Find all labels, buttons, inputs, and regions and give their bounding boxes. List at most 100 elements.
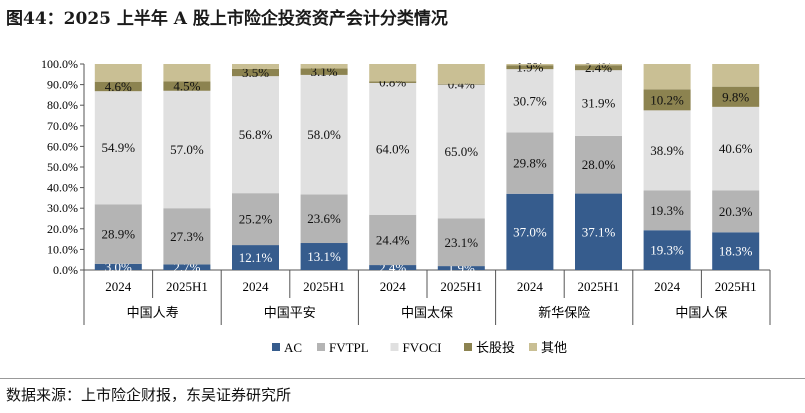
- legend-swatch: [317, 343, 325, 351]
- bar-segment-FVTPL: [575, 135, 622, 194]
- data-label: 10.2%: [650, 92, 684, 107]
- bar-segment-长股投: [575, 65, 622, 71]
- bar-segment-其他: [300, 64, 348, 69]
- data-label: 64.0%: [376, 141, 410, 156]
- bar-segment-FVOCI: [506, 69, 554, 133]
- bar-segment-FVOCI: [163, 90, 211, 209]
- bar-segment-FVOCI: [437, 84, 485, 219]
- data-label: 27.3%: [170, 229, 204, 244]
- group-label: 中国人保: [675, 305, 727, 320]
- data-label: 19.3%: [650, 243, 684, 258]
- y-tick-label: 90.0%: [47, 78, 78, 92]
- x-tick-label: 2025H1: [166, 279, 208, 294]
- x-tick-label: 2025H1: [440, 279, 482, 294]
- x-tick-label: 2025H1: [715, 279, 757, 294]
- bar-segment-FVOCI: [643, 110, 691, 191]
- data-label: 57.0%: [170, 142, 204, 157]
- x-tick-label: 2024: [654, 279, 681, 294]
- x-tick-label: 2024: [243, 279, 270, 294]
- bar-segment-FVTPL: [94, 204, 142, 264]
- bar-segment-FVTPL: [369, 214, 417, 266]
- data-label: 9.8%: [722, 89, 749, 104]
- bar-segment-AC: [712, 232, 760, 270]
- bar-segment-长股投: [163, 81, 211, 91]
- bar-segment-长股投: [643, 89, 691, 111]
- bar-segment-长股投: [369, 81, 417, 83]
- legend-swatch: [390, 343, 399, 351]
- bar-segment-其他: [94, 64, 142, 82]
- data-label: 18.3%: [719, 244, 753, 259]
- bar-segment-AC: [575, 193, 622, 270]
- bar-segment-FVTPL: [163, 208, 211, 265]
- bar-segment-长股投: [712, 86, 760, 107]
- bar-segment-长股投: [300, 68, 348, 75]
- data-label: 30.7%: [513, 93, 547, 108]
- divider: [0, 378, 805, 379]
- group-label: 中国太保: [401, 305, 453, 320]
- data-label: 28.9%: [102, 227, 136, 242]
- data-label: 37.0%: [513, 224, 547, 239]
- group-label: 中国人寿: [127, 305, 179, 320]
- data-label: 4.5%: [173, 79, 200, 94]
- y-tick-label: 40.0%: [47, 181, 78, 195]
- legend-label: AC: [284, 340, 302, 355]
- x-tick-label: 2024: [105, 279, 132, 294]
- bar-segment-其他: [163, 64, 211, 82]
- data-label: 23.1%: [445, 235, 479, 250]
- x-tick-label: 2024: [380, 279, 407, 294]
- data-label: 25.2%: [239, 212, 273, 227]
- bar-segment-其他: [437, 64, 485, 84]
- y-tick-label: 50.0%: [47, 160, 78, 174]
- data-label: 4.6%: [105, 79, 132, 94]
- bar-segment-AC: [94, 263, 142, 270]
- data-label: 58.0%: [307, 127, 341, 142]
- y-tick-label: 100.0%: [41, 57, 78, 71]
- bar-segment-FVOCI: [94, 91, 142, 205]
- bar-segment-FVTPL: [300, 194, 348, 244]
- legend-label: FVOCI: [403, 340, 442, 355]
- bar-segment-FVTPL: [506, 132, 554, 194]
- bar-segment-AC: [300, 243, 348, 270]
- bar-segment-长股投: [232, 68, 279, 77]
- legend-label: 其他: [541, 340, 567, 355]
- bar-segment-FVTPL: [643, 190, 691, 231]
- bar-segment-长股投: [506, 65, 554, 70]
- data-label: 12.1%: [239, 250, 273, 265]
- data-label: 2.4%: [585, 60, 612, 75]
- bar-segment-AC: [232, 245, 279, 270]
- bar-segment-其他: [506, 64, 554, 66]
- bar-segment-FVOCI: [300, 74, 348, 195]
- data-label: 29.8%: [513, 156, 547, 171]
- bar-segment-AC: [643, 230, 691, 270]
- y-tick-label: 60.0%: [47, 139, 78, 153]
- bar-segment-FVTPL: [232, 193, 279, 246]
- bar-segment-AC: [437, 266, 485, 270]
- bar-segment-AC: [506, 193, 554, 270]
- legend-label: 长股投: [476, 340, 515, 355]
- data-label: 13.1%: [307, 249, 341, 264]
- bar-segment-长股投: [437, 83, 485, 85]
- bar-segment-其他: [643, 64, 691, 90]
- data-label: 28.0%: [582, 157, 616, 172]
- x-tick-label: 2025H1: [303, 279, 345, 294]
- legend-swatch: [529, 343, 537, 351]
- data-label: 65.0%: [445, 144, 479, 159]
- y-tick-label: 70.0%: [47, 119, 78, 133]
- legend-swatch: [464, 343, 472, 351]
- source-note: 数据来源：上市险企财报，东吴证券研究所: [6, 386, 292, 404]
- bar-segment-其他: [369, 64, 417, 82]
- data-label: 23.6%: [307, 211, 341, 226]
- x-tick-label: 2024: [517, 279, 544, 294]
- bar-segment-FVOCI: [712, 106, 760, 191]
- bar-segment-其他: [575, 64, 622, 66]
- group-label: 新华保险: [538, 305, 590, 320]
- data-label: 19.3%: [650, 203, 684, 218]
- bar-segment-其他: [232, 64, 279, 69]
- x-tick-label: 2025H1: [578, 279, 620, 294]
- y-tick-label: 20.0%: [47, 222, 78, 236]
- bar-segment-FVTPL: [712, 190, 760, 233]
- data-label: 37.1%: [582, 224, 616, 239]
- bar-segment-AC: [369, 265, 417, 270]
- data-label: 31.9%: [582, 96, 616, 111]
- bar-segment-其他: [712, 64, 760, 87]
